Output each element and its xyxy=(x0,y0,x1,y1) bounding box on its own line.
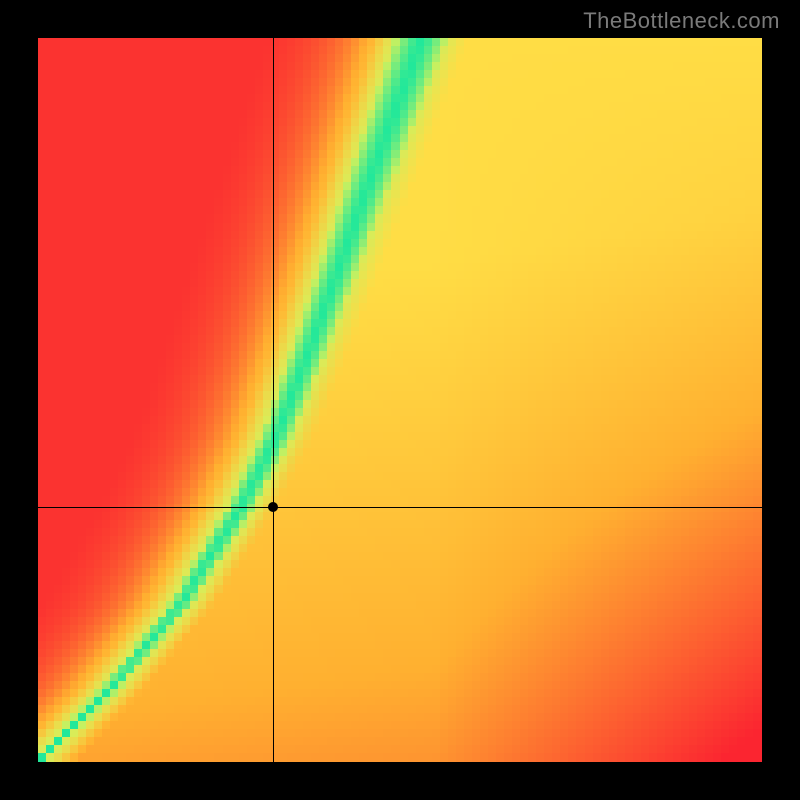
watermark-text: TheBottleneck.com xyxy=(583,8,780,34)
heatmap-canvas xyxy=(38,38,762,762)
figure-container: TheBottleneck.com xyxy=(0,0,800,800)
crosshair-horizontal xyxy=(38,507,762,508)
crosshair-point xyxy=(268,502,278,512)
plot-area xyxy=(38,38,762,762)
crosshair-vertical xyxy=(273,38,274,762)
